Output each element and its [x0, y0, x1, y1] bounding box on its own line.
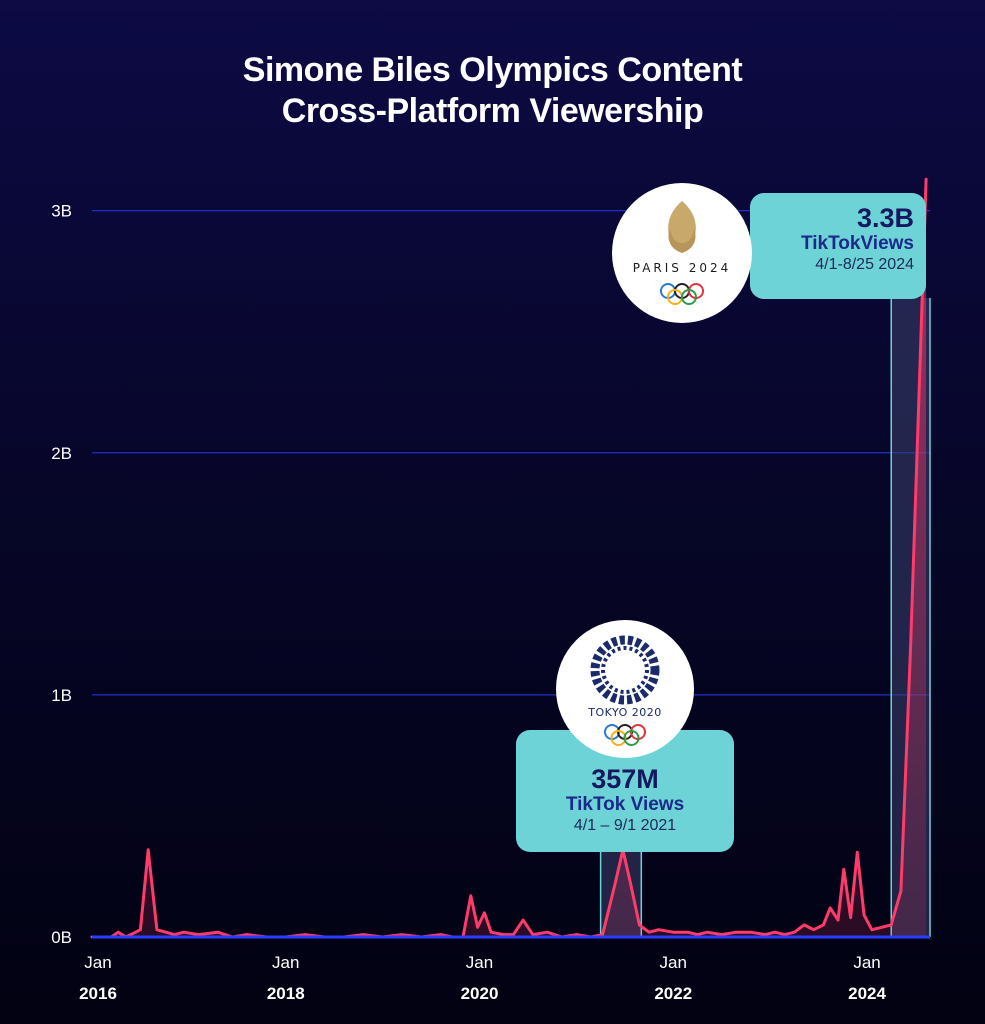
paris-callout-label: TikTokViews [801, 233, 914, 254]
chart-title: Simone Biles Olympics Content Cross-Plat… [0, 50, 985, 132]
y-tick-label: 3B [51, 202, 72, 221]
paris-2024-logo: PARIS 2024 [612, 183, 752, 323]
paris-callout-value: 3.3B [856, 203, 914, 233]
x-tick-year-label: 2020 [461, 984, 499, 1003]
chart-title-line-1: Simone Biles Olympics Content [242, 51, 743, 89]
axis-layer: 0B 1B 2B 3B Jan 2016 Jan 2018 Jan 2020 Jan 2022 Jan 2… [51, 202, 930, 1003]
y-tick-label: 2B [51, 444, 72, 463]
tokyo-checkered-ring-icon [590, 635, 660, 746]
y-tick-label: 0B [51, 928, 72, 947]
tokyo-callout-value: 357M [591, 764, 659, 794]
paris-callout-dates: 4/1-8/25 2024 [815, 256, 914, 273]
tokyo-logo-text: TOKYO 2020 [588, 706, 662, 719]
tokyo-callout-label: TikTok Views [565, 794, 685, 815]
x-tick-year-label: 2016 [79, 984, 117, 1003]
paris-flame-icon [660, 201, 704, 305]
y-tick-label: 1B [51, 686, 72, 705]
x-tick-year-label: 2018 [267, 984, 305, 1003]
paris-logo-text: PARIS 2024 [632, 261, 732, 275]
x-tick-month-label: Jan [660, 953, 687, 972]
x-tick-year-label: 2024 [848, 984, 886, 1003]
x-tick-month-label: Jan [84, 953, 111, 972]
x-tick-month-label: Jan [466, 953, 493, 972]
chart-title-line-2: Cross-Platform Viewership [281, 92, 704, 130]
tokyo-callout-dates: 4/1 – 9/1 2021 [573, 817, 677, 834]
x-tick-month-label: Jan [853, 953, 880, 972]
paris-callout: 3.3B TikTokViews 4/1-8/25 2024 [750, 193, 926, 299]
tokyo-2020-logo: TOKYO 2020 [556, 620, 694, 758]
x-tick-month-label: Jan [272, 953, 299, 972]
x-tick-year-label: 2022 [654, 984, 692, 1003]
